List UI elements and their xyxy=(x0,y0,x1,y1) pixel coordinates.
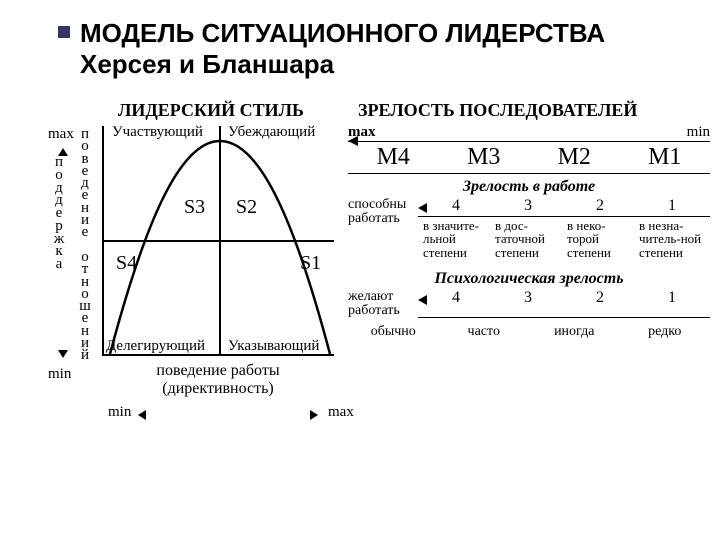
work-num-4: 4 xyxy=(420,198,492,216)
maturity-m4: M4 xyxy=(348,144,439,171)
quadrant-selling: Убеждающий xyxy=(228,124,315,141)
work-ability-lead: способны работать xyxy=(348,198,418,262)
maturity-m2: M2 xyxy=(529,144,620,171)
psych-freq-row: обычно часто иногда редко xyxy=(348,324,710,340)
work-num-row: 4 3 2 1 xyxy=(418,198,710,217)
y-axis-label-2: поведение отношений xyxy=(78,128,92,362)
leadership-style-chart: max поддержка поведение отношений min Уч… xyxy=(48,126,340,426)
s1-label: S1 xyxy=(300,252,321,275)
s4-label: S4 xyxy=(116,252,137,275)
psych-row: желают работать 4 3 2 1 xyxy=(348,290,710,318)
maturity-m1: M1 xyxy=(620,144,711,171)
x-axis-label: поведение работы (директивность) xyxy=(102,362,334,398)
bullet-icon xyxy=(58,26,70,38)
work-desc-row: в значите-льной степени в дос-таточной с… xyxy=(418,217,710,262)
quadrant-telling: Указывающий xyxy=(228,338,319,355)
freq-usually: обычно xyxy=(348,324,439,340)
plot-area: Участвующий Убеждающий Делегирующий Указ… xyxy=(102,126,334,356)
psych-lead: желают работать xyxy=(348,290,418,318)
main-title: МОДЕЛЬ СИТУАЦИОННОГО ЛИДЕРСТВА Херсея и … xyxy=(80,18,605,80)
work-ability-row: способны работать 4 3 2 1 в значите-льно… xyxy=(348,198,710,262)
x-axis-label-1: поведение работы xyxy=(156,362,279,379)
maturity-axis: max min xyxy=(348,126,710,142)
left-section-header: ЛИДЕРСКИЙ СТИЛЬ xyxy=(118,100,304,121)
s3-label: S3 xyxy=(184,196,205,219)
s2-label: S2 xyxy=(236,196,257,219)
y-min-label: min xyxy=(48,366,71,383)
freq-sometimes: иногда xyxy=(529,324,620,340)
quadrant-participating: Участвующий xyxy=(112,124,203,141)
right-section-header: ЗРЕЛОСТЬ ПОСЛЕДОВАТЕЛЕЙ xyxy=(358,100,637,121)
quadrant-delegating: Делегирующий xyxy=(106,338,205,355)
maturity-max: max xyxy=(348,124,376,141)
freq-often: часто xyxy=(439,324,530,340)
psych-maturity-title: Психологическая зрелость xyxy=(348,270,710,288)
work-num-3: 3 xyxy=(492,198,564,216)
psych-num-1: 1 xyxy=(636,290,708,317)
work-desc-4: в значите-льной степени xyxy=(420,217,492,262)
y-axis-label-1: поддержка xyxy=(52,156,66,271)
y-max-label: max xyxy=(48,126,74,143)
title-line-1: МОДЕЛЬ СИТУАЦИОННОГО ЛИДЕРСТВА xyxy=(80,18,605,48)
x-min-label: min xyxy=(108,404,131,421)
psych-num-2: 2 xyxy=(564,290,636,317)
maturity-levels-row: M4 M3 M2 M1 xyxy=(348,142,710,174)
freq-rarely: редко xyxy=(620,324,711,340)
title-line-2: Херсея и Бланшара xyxy=(80,49,334,79)
work-desc-2: в неко-торой степени xyxy=(564,217,636,262)
maturity-scale: max min M4 M3 M2 M1 Зрелость в работе сп… xyxy=(348,126,710,340)
psych-num-row: 4 3 2 1 xyxy=(418,290,710,318)
x-axis-label-2: (директивность) xyxy=(162,380,273,397)
x-max-label: max xyxy=(328,404,354,421)
work-desc-3: в дос-таточной степени xyxy=(492,217,564,262)
psych-num-3: 3 xyxy=(492,290,564,317)
maturity-m3: M3 xyxy=(439,144,530,171)
work-desc-1: в незна-читель-ной степени xyxy=(636,217,708,262)
psych-num-4: 4 xyxy=(420,290,492,317)
maturity-min: min xyxy=(687,124,710,141)
work-num-1: 1 xyxy=(636,198,708,216)
work-num-2: 2 xyxy=(564,198,636,216)
work-maturity-title: Зрелость в работе xyxy=(348,178,710,196)
x-arrow-icon xyxy=(138,410,318,420)
bell-curve-icon xyxy=(104,126,336,356)
